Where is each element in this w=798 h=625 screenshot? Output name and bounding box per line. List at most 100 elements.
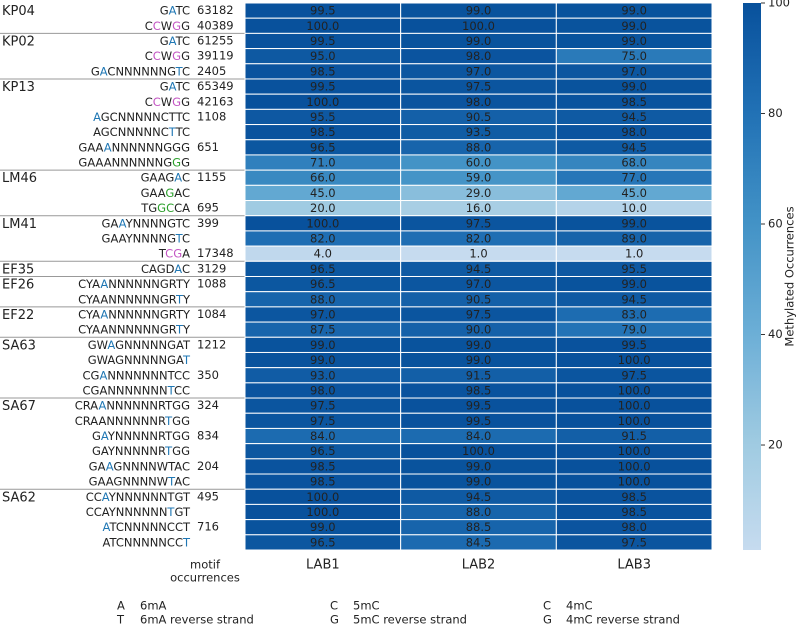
group-label: SA63 xyxy=(2,338,36,353)
occurrences: 42163 xyxy=(197,94,234,108)
cell-label: 99.5 xyxy=(310,80,336,94)
group-label: EF22 xyxy=(2,308,34,323)
cell-label: 99.0 xyxy=(621,216,647,230)
group-label: KP13 xyxy=(2,80,35,95)
cell-label: 99.0 xyxy=(621,4,647,18)
cell-label: 97.5 xyxy=(621,368,647,382)
cell-label: 99.0 xyxy=(621,19,647,33)
motif: CYAANNNNNNGRTY xyxy=(78,322,191,336)
legend-label: 4mC xyxy=(566,599,593,613)
cell-label: 98.5 xyxy=(621,95,647,109)
cell-label: 99.5 xyxy=(466,414,492,428)
occurrences: 65349 xyxy=(197,79,234,93)
cell-label: 59.0 xyxy=(466,171,492,185)
cell-label: 90.5 xyxy=(466,110,492,124)
cell-label: 100.0 xyxy=(618,475,651,489)
cell-label: 97.5 xyxy=(621,535,647,549)
occurrences-axis-label: motif xyxy=(190,558,221,572)
cell-label: 93.5 xyxy=(466,125,492,139)
occurrences: 695 xyxy=(197,201,219,215)
cell-label: 10.0 xyxy=(621,201,647,215)
motif: GWAGNNNNNGAT xyxy=(88,337,191,351)
cell-label: 100.0 xyxy=(306,505,339,519)
cell-label: 90.0 xyxy=(466,323,492,337)
occurrences: 651 xyxy=(197,140,219,154)
occurrences: 495 xyxy=(197,489,219,503)
occurrences: 63182 xyxy=(197,3,234,17)
cell-label: 93.0 xyxy=(310,368,336,382)
cell xyxy=(555,534,713,551)
cell-label: 100.0 xyxy=(306,216,339,230)
cell-label: 88.0 xyxy=(310,292,336,306)
colorbar-tick-label: 20 xyxy=(768,438,783,452)
cell-label: 100.0 xyxy=(618,383,651,397)
cell-label: 84.0 xyxy=(310,429,336,443)
occurrences: 1212 xyxy=(197,337,226,351)
cell-label: 98.0 xyxy=(621,125,647,139)
group-label: KP02 xyxy=(2,34,35,49)
motif: GAYNNNNNRTGG xyxy=(92,444,190,458)
colorbar-tick-label: 60 xyxy=(768,217,783,231)
motif: AGCNNNNNCTTC xyxy=(93,109,190,123)
cell-label: 77.0 xyxy=(621,171,647,185)
motif: GAAYNNNNGTC xyxy=(102,231,190,245)
occurrences: 1088 xyxy=(197,277,226,291)
x-tick-label: LAB1 xyxy=(306,558,340,573)
occurrences: 39119 xyxy=(197,49,234,63)
cell-label: 94.5 xyxy=(466,490,492,504)
cell-label: 94.5 xyxy=(621,140,647,154)
motif: GATC xyxy=(160,33,190,47)
cell-label: 100.0 xyxy=(618,414,651,428)
cell-label: 96.5 xyxy=(310,535,336,549)
cell-label: 88.0 xyxy=(466,140,492,154)
cell-label: 100.0 xyxy=(618,459,651,473)
cell-label: 94.5 xyxy=(621,110,647,124)
cell-label: 96.5 xyxy=(310,140,336,154)
cell-label: 84.0 xyxy=(466,429,492,443)
cell-label: 96.5 xyxy=(310,262,336,276)
cell-label: 100.0 xyxy=(306,19,339,33)
occurrences: 399 xyxy=(197,216,219,230)
motif: CCAYNNNNNNTGT xyxy=(86,505,191,519)
cell-label: 82.0 xyxy=(466,232,492,246)
cell-label: 95.5 xyxy=(621,262,647,276)
cell-label: 99.0 xyxy=(466,459,492,473)
motif: CCWGG xyxy=(145,94,190,108)
cell-label: 100.0 xyxy=(462,444,495,458)
cell-label: 99.5 xyxy=(310,34,336,48)
group-label: EF26 xyxy=(2,278,34,293)
legend-label: 6mA reverse strand xyxy=(140,613,254,625)
cell-label: 98.5 xyxy=(621,505,647,519)
cell-label: 99.0 xyxy=(466,34,492,48)
colorbar xyxy=(743,3,761,550)
colorbar-label: Methylated Occurrences xyxy=(783,206,797,346)
cell-label: 83.0 xyxy=(621,307,647,321)
legend-letter: G xyxy=(543,613,552,625)
legend-letter: A xyxy=(117,599,125,613)
cell-label: 60.0 xyxy=(466,156,492,170)
motif: CCWGG xyxy=(145,18,190,32)
motif: GAAYNNNNGTC xyxy=(102,216,190,230)
cell-label: 29.0 xyxy=(466,186,492,200)
cell-label: 99.5 xyxy=(621,338,647,352)
cell-label: 1.0 xyxy=(469,247,487,261)
cell-label: 100.0 xyxy=(618,399,651,413)
occurrences: 40389 xyxy=(197,18,234,32)
cell-label: 1.0 xyxy=(625,247,643,261)
cell-label: 98.0 xyxy=(466,95,492,109)
cell-label: 97.0 xyxy=(621,64,647,78)
cell-label: 99.0 xyxy=(466,338,492,352)
cell-label: 94.5 xyxy=(466,262,492,276)
motif: CYAANNNNNNGRTY xyxy=(78,292,191,306)
cell-label: 94.5 xyxy=(621,292,647,306)
occurrences: 2405 xyxy=(197,64,226,78)
motif: CYAANNNNNNGRTY xyxy=(78,277,191,291)
motif: CRAANNNNNNRTGG xyxy=(75,398,190,412)
motif: GATC xyxy=(160,3,190,17)
occurrences: 204 xyxy=(197,459,219,473)
legend-letter: C xyxy=(330,599,338,613)
cell-label: 98.5 xyxy=(621,490,647,504)
group-label: SA67 xyxy=(2,399,36,414)
group-label: LM41 xyxy=(2,217,37,232)
cell-label: 90.5 xyxy=(466,292,492,306)
